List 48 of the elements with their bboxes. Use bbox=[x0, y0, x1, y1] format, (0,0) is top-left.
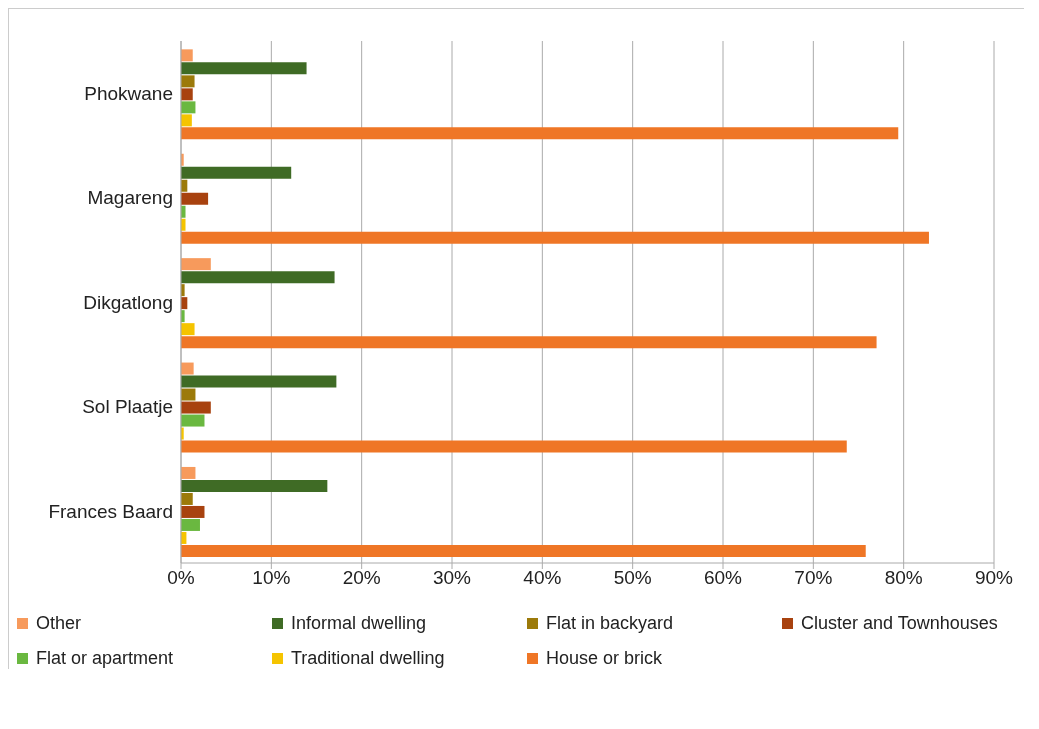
bar bbox=[181, 231, 929, 244]
bar bbox=[181, 440, 847, 453]
x-tick-label: 40% bbox=[523, 567, 562, 589]
bar bbox=[181, 323, 195, 336]
bar bbox=[181, 192, 209, 205]
bar bbox=[181, 466, 196, 479]
bar bbox=[181, 362, 194, 375]
bar bbox=[181, 62, 307, 75]
bar bbox=[181, 49, 193, 62]
legend-label: Informal dwelling bbox=[291, 613, 427, 634]
bar bbox=[181, 75, 195, 88]
bar bbox=[181, 544, 866, 557]
y-tick-label: Dikgatlong bbox=[83, 291, 173, 313]
bar bbox=[181, 492, 193, 505]
y-tick-label: Phokwane bbox=[84, 82, 173, 104]
bar bbox=[181, 505, 205, 518]
legend-label: Other bbox=[36, 613, 82, 634]
x-tick-label: 30% bbox=[432, 567, 472, 589]
legend-label: Cluster and Townhouses bbox=[801, 613, 998, 634]
bar bbox=[181, 518, 200, 531]
x-tick-label: 0% bbox=[167, 567, 195, 589]
x-tick-label: 70% bbox=[794, 567, 833, 589]
bar bbox=[181, 479, 328, 492]
legend-label: Traditional dwelling bbox=[291, 648, 445, 669]
bar bbox=[181, 101, 196, 114]
bar bbox=[181, 271, 335, 284]
legend-label: Flat or apartment bbox=[36, 648, 174, 669]
bar bbox=[181, 414, 205, 427]
x-tick-label: 50% bbox=[613, 567, 652, 589]
bar bbox=[181, 88, 193, 101]
y-tick-label: Frances Baard bbox=[48, 500, 173, 522]
x-tick-label: 10% bbox=[252, 567, 291, 589]
y-tick-label: Sol Plaatje bbox=[82, 396, 173, 418]
x-tick-label: 20% bbox=[342, 567, 381, 589]
bar bbox=[181, 336, 877, 349]
bar bbox=[181, 258, 211, 271]
bar bbox=[181, 388, 196, 401]
bar bbox=[181, 114, 192, 127]
bar bbox=[181, 166, 292, 179]
bar bbox=[181, 127, 899, 140]
x-tick-label: 80% bbox=[884, 567, 923, 589]
bar bbox=[181, 375, 337, 388]
bar bbox=[181, 401, 211, 414]
legend-label: Flat in backyard bbox=[546, 613, 674, 634]
y-tick-label: Magareng bbox=[87, 187, 173, 209]
legend-label: House or brick bbox=[546, 648, 663, 669]
x-tick-label: 60% bbox=[703, 567, 743, 589]
x-tick-label: 90% bbox=[974, 567, 1014, 589]
